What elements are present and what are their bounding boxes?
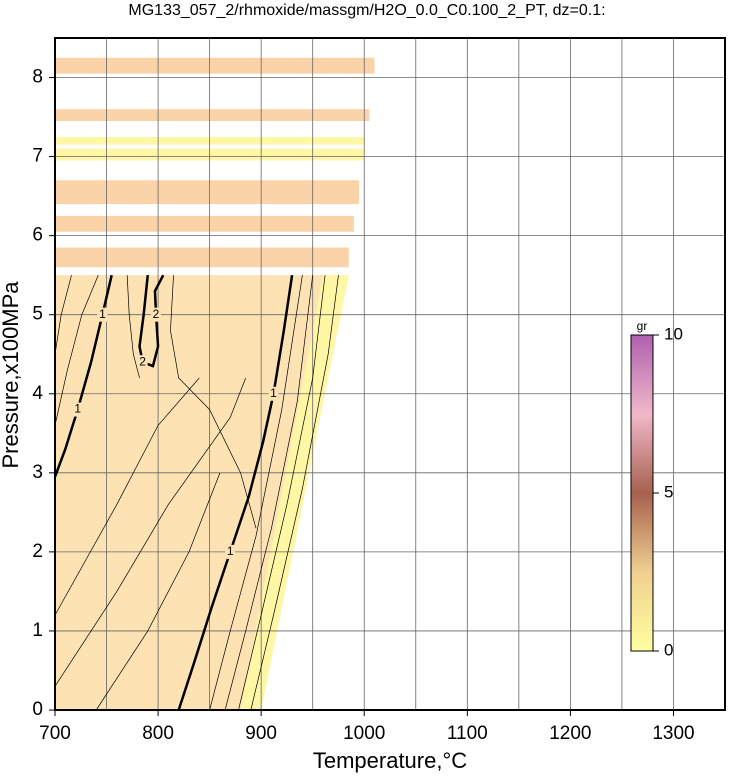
- y-tick-label: 8: [32, 67, 43, 88]
- y-axis-label: Pressure,x100MPa: [0, 281, 23, 469]
- colorbar-tick-label: 10: [664, 324, 683, 343]
- x-tick-label: 900: [245, 723, 277, 744]
- x-tick-label: 700: [39, 723, 71, 744]
- thin-contour: [54, 377, 200, 616]
- x-tick-label: 1300: [652, 723, 694, 744]
- shaded-region: [55, 180, 360, 205]
- contour-label: 1: [74, 402, 81, 416]
- x-tick-label: 1100: [447, 723, 488, 744]
- y-tick-label: 4: [32, 383, 43, 404]
- contour-label: 1: [270, 386, 277, 400]
- thin-contour: [238, 275, 326, 711]
- contour-label-bg: [137, 355, 148, 370]
- colorbar-tick-label: 5: [664, 482, 673, 501]
- y-tick-label: 3: [32, 462, 43, 483]
- contour-label-bg: [268, 386, 279, 401]
- y-tick-label: 0: [32, 699, 43, 720]
- thin-contour: [95, 472, 221, 711]
- contour-label: 2: [153, 307, 160, 321]
- contour-label: 1: [227, 544, 234, 558]
- x-tick-label: 800: [142, 723, 174, 744]
- contour-label-bg: [72, 402, 83, 417]
- plot-area: 1 1 1 1 2 2: [53, 38, 726, 711]
- contour-label-bg: [151, 307, 162, 322]
- contour-line: [177, 274, 294, 711]
- contour-label-bg: [225, 544, 236, 559]
- chart-title: MG133_057_2/rhmoxide/massgm/H2O_0.0_C0.1…: [128, 2, 605, 19]
- thin-contour: [54, 275, 72, 355]
- shaded-region: [55, 57, 375, 74]
- thin-contour: [224, 275, 314, 711]
- colorbar: [630, 334, 654, 652]
- shaded-region: [240, 275, 349, 710]
- y-tick-label: 2: [32, 541, 43, 562]
- thin-contour: [126, 275, 140, 379]
- y-tick-label: 6: [32, 225, 43, 246]
- shaded-region: [55, 215, 354, 232]
- thin-contour: [170, 275, 257, 529]
- contour-label: 1: [99, 307, 106, 321]
- y-tick-label: 5: [32, 304, 43, 325]
- y-tick-label: 1: [32, 620, 43, 641]
- x-tick-label: 1000: [343, 723, 385, 744]
- thin-contour: [209, 275, 303, 711]
- contour-line: [138, 274, 165, 368]
- contour-label-bg: [97, 307, 108, 322]
- x-tick-label: 1200: [549, 723, 591, 744]
- thin-contour: [54, 275, 99, 426]
- contour-label: 2: [139, 354, 146, 368]
- colorbar-tick-label: 0: [664, 640, 673, 659]
- y-tick-label: 7: [32, 146, 43, 167]
- x-axis-label: Temperature,°C: [313, 748, 467, 773]
- colorbar-label: gr: [637, 319, 648, 333]
- thin-contour: [250, 275, 339, 711]
- shaded-region: [55, 247, 349, 268]
- frame: [54, 37, 726, 711]
- thin-contour: [54, 377, 247, 687]
- shaded-region: [55, 109, 370, 122]
